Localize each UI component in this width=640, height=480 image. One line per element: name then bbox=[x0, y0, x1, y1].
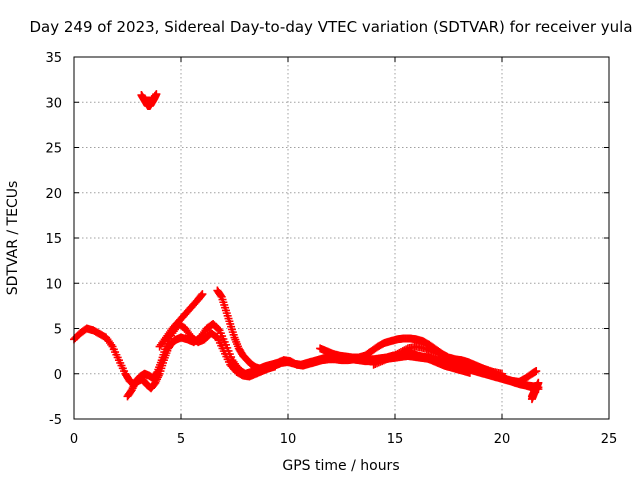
data-point bbox=[527, 392, 536, 401]
y-tick-label: 15 bbox=[45, 232, 62, 247]
data-point bbox=[198, 290, 207, 299]
data-point bbox=[151, 378, 160, 387]
y-tick-label: 35 bbox=[45, 51, 62, 66]
data-point bbox=[128, 384, 137, 393]
y-tick-label: 10 bbox=[45, 277, 62, 292]
series-outlier-cluster bbox=[137, 90, 161, 110]
y-tick-label: 5 bbox=[54, 323, 62, 338]
y-tick-label: 30 bbox=[45, 96, 62, 111]
series-track-b bbox=[123, 319, 543, 401]
data-point bbox=[197, 291, 206, 300]
x-tick-label: 10 bbox=[280, 432, 297, 447]
y-tick-labels: -5 0 5 10 15 20 25 30 35 bbox=[45, 51, 62, 428]
plot-frame bbox=[73, 56, 610, 420]
series-track-d bbox=[213, 286, 280, 374]
y-tick-label: 0 bbox=[54, 368, 62, 383]
data-point bbox=[214, 325, 223, 334]
data-point bbox=[216, 291, 225, 300]
series-track-h bbox=[527, 378, 543, 404]
x-tick-label: 5 bbox=[177, 432, 185, 447]
series-track-a bbox=[70, 319, 543, 393]
chart-title: Day 249 of 2023, Sidereal Day-to-day VTE… bbox=[29, 18, 632, 36]
data-point bbox=[129, 382, 138, 391]
data-point bbox=[532, 367, 541, 376]
data-point bbox=[130, 380, 139, 389]
data-point bbox=[498, 369, 506, 378]
x-tick-label: 15 bbox=[387, 432, 404, 447]
x-tick-label: 25 bbox=[601, 432, 618, 447]
data-point bbox=[127, 386, 136, 395]
y-tick-label: 25 bbox=[45, 142, 62, 157]
y-tick-label: 20 bbox=[45, 187, 62, 202]
data-point bbox=[107, 340, 116, 349]
data-points bbox=[70, 90, 543, 404]
x-axis-label: GPS time / hours bbox=[282, 458, 399, 474]
y-tick-label: -5 bbox=[49, 413, 62, 428]
series-track-c bbox=[155, 290, 207, 351]
x-tick-label: 0 bbox=[70, 432, 78, 447]
y-axis-label: SDTVAR / TECUs bbox=[5, 181, 21, 296]
series-track-g bbox=[401, 348, 474, 377]
data-point bbox=[152, 369, 161, 378]
data-point bbox=[465, 368, 474, 377]
x-tick-labels: 0 5 10 15 20 25 bbox=[70, 432, 617, 447]
x-tick-label: 20 bbox=[494, 432, 511, 447]
data-point bbox=[147, 96, 156, 105]
data-point bbox=[271, 362, 280, 371]
gridlines bbox=[74, 57, 609, 419]
